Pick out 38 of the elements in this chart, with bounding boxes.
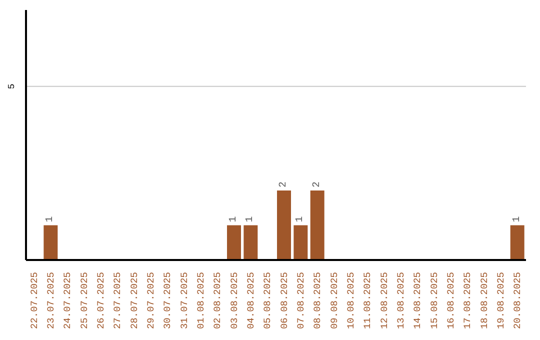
data-label: 2 bbox=[312, 182, 323, 188]
x-tick-label: 12.08.2025 bbox=[378, 272, 390, 330]
x-tick-label: 16.08.2025 bbox=[446, 272, 456, 330]
x-tick-label: 30.07.2025 bbox=[162, 272, 174, 330]
x-tick-label: 19.08.2025 bbox=[496, 272, 506, 330]
y-tick-label: 5 bbox=[7, 84, 17, 90]
data-label: 1 bbox=[45, 216, 56, 222]
x-tick-label: 25.07.2025 bbox=[78, 272, 90, 330]
x-tick-label: 11.08.2025 bbox=[362, 272, 374, 330]
x-tick-label: 07.08.2025 bbox=[296, 272, 306, 330]
x-tick-label: 31.07.2025 bbox=[178, 272, 190, 330]
x-tick-label: 24.07.2025 bbox=[62, 272, 74, 330]
data-label: 1 bbox=[228, 216, 240, 222]
x-tick-label: 14.08.2025 bbox=[412, 272, 424, 330]
x-tick-label: 09.08.2025 bbox=[328, 272, 340, 330]
x-tick-label: 03.08.2025 bbox=[228, 272, 240, 330]
x-tick-label: 08.08.2025 bbox=[312, 272, 324, 330]
x-tick-label: 29.07.2025 bbox=[146, 272, 156, 330]
x-tick-label: 05.08.2025 bbox=[262, 272, 274, 330]
data-label: 1 bbox=[295, 216, 306, 222]
data-label: 2 bbox=[278, 182, 290, 188]
x-tick-label: 23.07.2025 bbox=[46, 272, 56, 330]
x-tick-label: 28.07.2025 bbox=[128, 272, 140, 330]
x-tick-label: 06.08.2025 bbox=[278, 272, 290, 330]
x-tick-label: 20.08.2025 bbox=[512, 272, 524, 330]
x-tick-label: 26.07.2025 bbox=[96, 272, 106, 330]
x-tick-label: 01.08.2025 bbox=[196, 272, 206, 330]
x-tick-label: 18.08.2025 bbox=[478, 272, 490, 330]
x-tick-label: 04.08.2025 bbox=[246, 272, 256, 330]
x-tick-label: 13.08.2025 bbox=[396, 272, 406, 330]
data-label: 1 bbox=[512, 216, 523, 222]
data-label: 1 bbox=[245, 216, 256, 222]
x-tick-label: 02.08.2025 bbox=[212, 272, 224, 330]
x-tick-label: 27.07.2025 bbox=[112, 272, 124, 330]
x-tick-label: 15.08.2025 bbox=[428, 272, 440, 330]
x-tick-label: 17.08.2025 bbox=[462, 272, 474, 330]
x-tick-label: 22.07.2025 bbox=[28, 272, 40, 330]
x-tick-label: 10.08.2025 bbox=[346, 272, 356, 330]
